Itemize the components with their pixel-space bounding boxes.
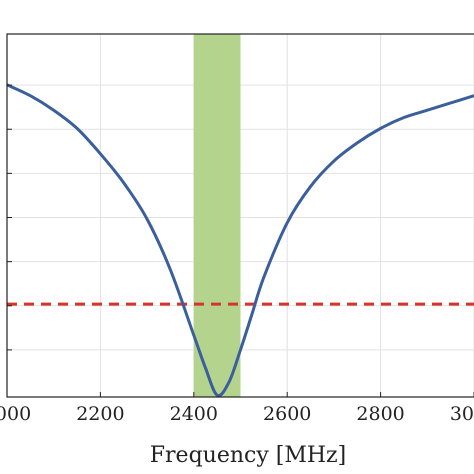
x-tick-label: 3000 [450, 403, 474, 425]
x-tick-label: 2200 [76, 403, 124, 425]
x-tick-label: 2600 [263, 403, 311, 425]
x-axis-label: Frequency [MHz] [150, 443, 346, 468]
x-tick-label: 2000 [0, 403, 31, 425]
x-tick-label: 2400 [170, 403, 218, 425]
x-tick-labels: 2000 2200 2400 2600 2800 3000 [0, 403, 474, 425]
tick-marks [6, 84, 474, 397]
frequency-band-highlight [193, 34, 241, 397]
plot-frame [6, 33, 474, 398]
x-tick-label: 2800 [356, 403, 404, 425]
response-curve [6, 83, 474, 398]
